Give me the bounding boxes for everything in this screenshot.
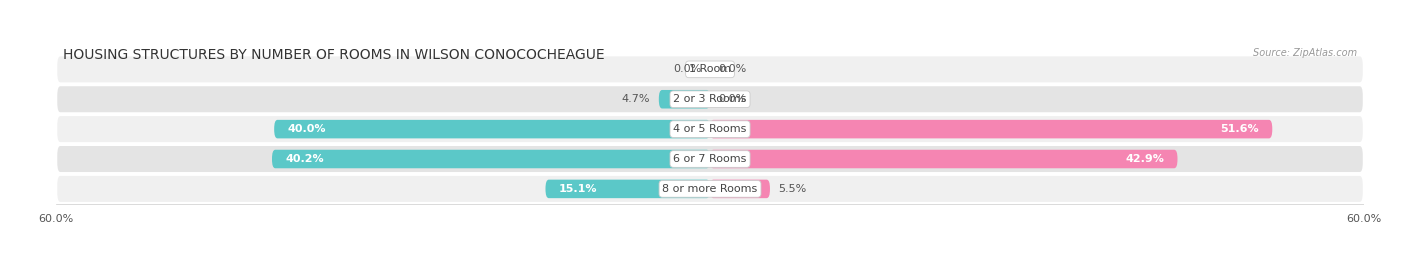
FancyBboxPatch shape [56, 55, 1364, 83]
Text: 51.6%: 51.6% [1220, 124, 1260, 134]
FancyBboxPatch shape [56, 85, 1364, 113]
FancyBboxPatch shape [546, 180, 710, 198]
Text: 6 or 7 Rooms: 6 or 7 Rooms [673, 154, 747, 164]
Text: 1 Room: 1 Room [689, 64, 731, 74]
FancyBboxPatch shape [710, 150, 1177, 168]
Text: 40.0%: 40.0% [287, 124, 326, 134]
FancyBboxPatch shape [710, 180, 770, 198]
Text: Source: ZipAtlas.com: Source: ZipAtlas.com [1253, 48, 1357, 58]
FancyBboxPatch shape [274, 120, 710, 138]
FancyBboxPatch shape [56, 145, 1364, 173]
Text: 4 or 5 Rooms: 4 or 5 Rooms [673, 124, 747, 134]
FancyBboxPatch shape [271, 150, 710, 168]
Text: 4.7%: 4.7% [621, 94, 650, 104]
Text: 0.0%: 0.0% [718, 64, 747, 74]
FancyBboxPatch shape [56, 115, 1364, 143]
FancyBboxPatch shape [659, 90, 710, 108]
Text: HOUSING STRUCTURES BY NUMBER OF ROOMS IN WILSON CONOCOCHEAGUE: HOUSING STRUCTURES BY NUMBER OF ROOMS IN… [63, 48, 605, 62]
Text: 2 or 3 Rooms: 2 or 3 Rooms [673, 94, 747, 104]
Text: 40.2%: 40.2% [285, 154, 323, 164]
Text: 5.5%: 5.5% [779, 184, 807, 194]
FancyBboxPatch shape [56, 175, 1364, 203]
FancyBboxPatch shape [710, 120, 1272, 138]
Text: 42.9%: 42.9% [1126, 154, 1164, 164]
Text: 8 or more Rooms: 8 or more Rooms [662, 184, 758, 194]
Text: 15.1%: 15.1% [558, 184, 598, 194]
Text: 0.0%: 0.0% [673, 64, 702, 74]
Text: 0.0%: 0.0% [718, 94, 747, 104]
